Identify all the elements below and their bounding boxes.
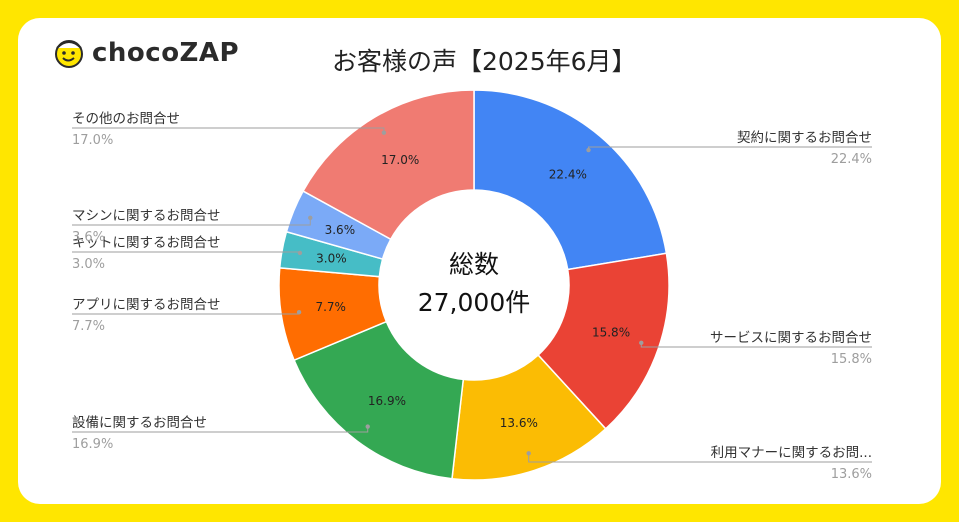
- chart-title: お客様の声【2025年6月】: [332, 47, 637, 76]
- callout-label-0: 契約に関するお問合せ: [737, 130, 872, 146]
- brand-name: chocoZAP: [92, 38, 240, 68]
- slice-0: [473, 89, 668, 271]
- callout-value-1: 15.8%: [831, 352, 872, 367]
- leader-dot-3: [365, 424, 370, 429]
- leader-line-7: [72, 127, 385, 133]
- leader-line-0: [588, 146, 872, 151]
- slice-3: [293, 320, 465, 480]
- leader-dot-0: [586, 147, 591, 153]
- callout-value-3: 16.9%: [72, 437, 113, 452]
- callout-label-1: サービスに関するお問合せ: [710, 330, 872, 346]
- leader-dot-5: [297, 250, 303, 256]
- slice-label-6: 3.6%: [325, 223, 356, 237]
- leader-dot-2: [526, 451, 531, 456]
- callout-value-5: 3.0%: [72, 257, 105, 272]
- center-label-total: 27,000件: [418, 288, 530, 317]
- leader-line-6: [72, 217, 311, 226]
- slice-label-4: 7.7%: [315, 300, 346, 314]
- leader-dot-7: [381, 130, 387, 135]
- center-label-title: 総数: [449, 250, 499, 279]
- leader-dot-6: [308, 215, 313, 220]
- callout-label-2: 利用マナーに関するお問...: [711, 445, 872, 461]
- leader-dot-1: [639, 340, 644, 346]
- slice-label-5: 3.0%: [316, 252, 347, 266]
- callout-value-0: 22.4%: [831, 152, 872, 167]
- slice-label-0: 22.4%: [549, 167, 587, 181]
- smiley-icon: [55, 40, 83, 68]
- slice-7: [302, 89, 475, 241]
- slice-2: [451, 354, 607, 481]
- callout-label-5: キットに関するお問合せ: [72, 235, 221, 251]
- leader-line-2: [528, 453, 872, 463]
- leader-line-5: [72, 251, 301, 253]
- callout-value-4: 7.7%: [72, 319, 105, 334]
- callout-value-7: 17.0%: [72, 133, 113, 148]
- brand-logo: chocoZAP: [52, 38, 239, 68]
- slice-label-3: 16.9%: [368, 394, 406, 408]
- slice-label-2: 13.6%: [500, 416, 538, 430]
- slice-label-7: 17.0%: [381, 153, 419, 167]
- slice-label-1: 15.8%: [592, 325, 630, 339]
- callout-label-7: その他のお問合せ: [72, 111, 180, 127]
- callout-label-3: 設備に関するお問合せ: [72, 415, 207, 431]
- callout-label-4: アプリに関するお問合せ: [72, 297, 221, 313]
- callout-value-2: 13.6%: [831, 467, 872, 482]
- callout-value-6: 3.6%: [72, 230, 105, 245]
- slice-1: [537, 252, 670, 430]
- leader-dot-4: [296, 309, 302, 315]
- callout-label-6: マシンに関するお問合せ: [72, 208, 221, 224]
